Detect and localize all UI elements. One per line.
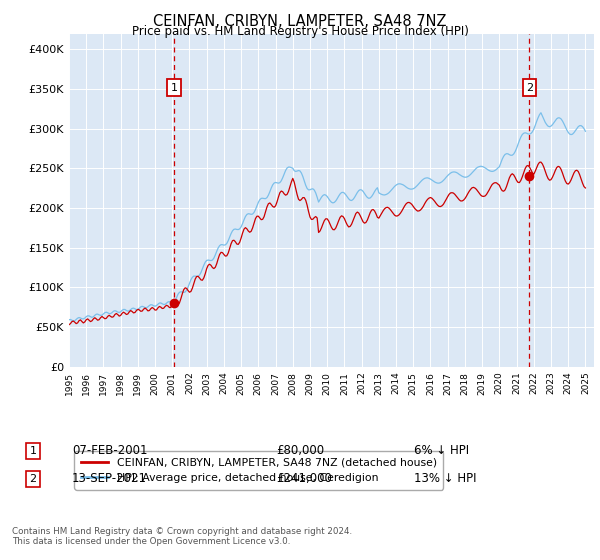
Legend: CEINFAN, CRIBYN, LAMPETER, SA48 7NZ (detached house), HPI: Average price, detach: CEINFAN, CRIBYN, LAMPETER, SA48 7NZ (det… <box>74 451 443 489</box>
Text: £241,000: £241,000 <box>276 472 332 486</box>
Text: 13% ↓ HPI: 13% ↓ HPI <box>414 472 476 486</box>
Text: 1: 1 <box>170 82 178 92</box>
Text: 2: 2 <box>526 82 533 92</box>
Text: 13-SEP-2021: 13-SEP-2021 <box>72 472 147 486</box>
Text: 2: 2 <box>29 474 37 484</box>
Text: Price paid vs. HM Land Registry's House Price Index (HPI): Price paid vs. HM Land Registry's House … <box>131 25 469 38</box>
Text: CEINFAN, CRIBYN, LAMPETER, SA48 7NZ: CEINFAN, CRIBYN, LAMPETER, SA48 7NZ <box>153 14 447 29</box>
Text: 6% ↓ HPI: 6% ↓ HPI <box>414 444 469 458</box>
Text: 07-FEB-2001: 07-FEB-2001 <box>72 444 148 458</box>
Text: £80,000: £80,000 <box>276 444 324 458</box>
Text: 1: 1 <box>29 446 37 456</box>
Text: Contains HM Land Registry data © Crown copyright and database right 2024.
This d: Contains HM Land Registry data © Crown c… <box>12 526 352 546</box>
